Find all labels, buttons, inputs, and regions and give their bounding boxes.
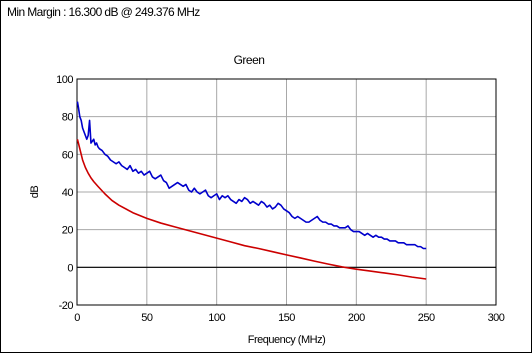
chart-title: Green: [234, 53, 265, 67]
y-tick-label: -20: [59, 300, 74, 312]
x-tick-label: 150: [278, 312, 295, 324]
y-tick-label: 20: [62, 225, 74, 237]
y-tick-label: 100: [56, 74, 73, 86]
y-tick-label: 40: [62, 187, 74, 199]
x-tick-label: 100: [208, 312, 225, 324]
y-tick-label: 80: [62, 112, 74, 124]
x-tick-label: 250: [418, 312, 435, 324]
x-tick-label: 200: [348, 312, 365, 324]
plot-border: [76, 78, 497, 306]
series-line-1: [76, 101, 427, 250]
x-tick-labels: 0 50 100 150 200 250 300: [74, 312, 505, 324]
x-tick-label: 300: [488, 312, 505, 324]
margin-header: Min Margin : 16.300 dB @ 249.376 MHz: [1, 1, 531, 23]
y-tick-label: 0: [67, 262, 73, 274]
grid-lines: [76, 78, 497, 306]
x-tick-label: 0: [74, 312, 80, 324]
y-tick-label: 60: [62, 149, 74, 161]
x-tick-label: 50: [141, 312, 153, 324]
min-margin-text: Min Margin : 16.300 dB @ 249.376 MHz: [7, 5, 200, 19]
x-axis-title: Frequency (MHz): [248, 334, 325, 346]
y-tick-labels: -20 0 20 40 60 80 100: [56, 74, 74, 312]
y-axis-title: dB: [29, 186, 41, 199]
series-layer: [76, 101, 427, 280]
series-line-2: [76, 139, 427, 280]
